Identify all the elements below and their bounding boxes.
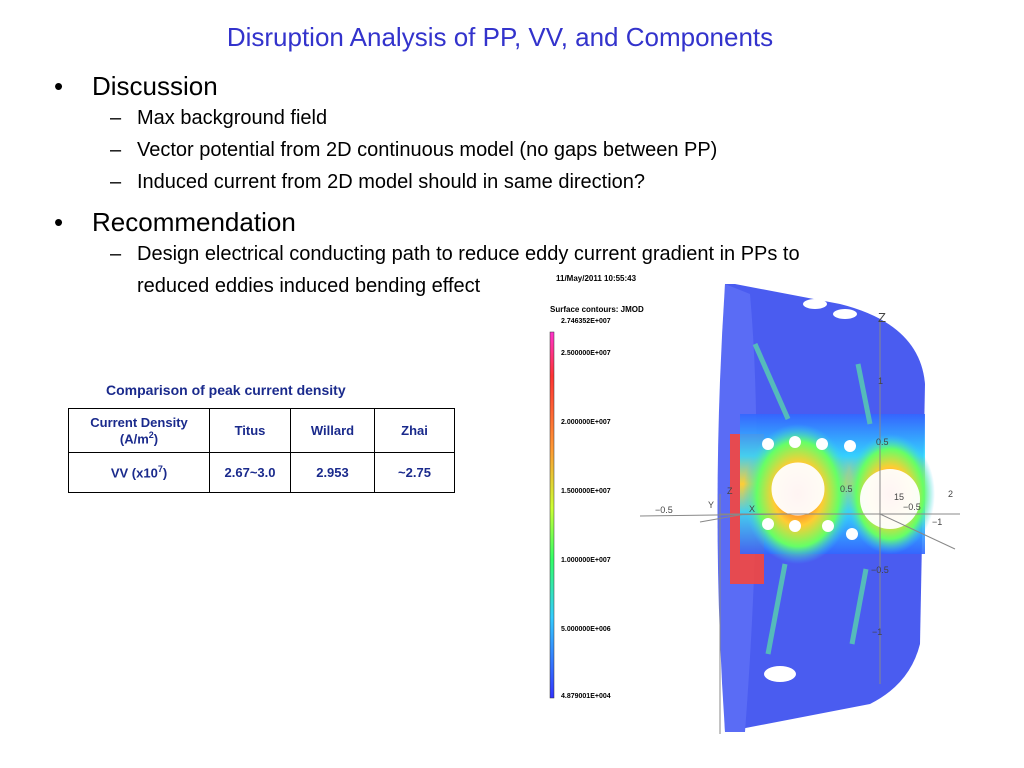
axis-tick: 2 xyxy=(948,489,954,499)
strut xyxy=(849,568,869,645)
hole xyxy=(762,518,774,530)
header-cell: Willard xyxy=(290,408,375,453)
legend-tick: 2.746352E+007 xyxy=(561,318,611,325)
sub-bullet: – Max background field xyxy=(54,102,934,134)
hole xyxy=(764,666,796,682)
dash: – xyxy=(110,171,122,193)
legend-tick: 1.500000E+007 xyxy=(561,488,611,495)
table-header-row: Current Density (A/m2) Titus Willard Zha… xyxy=(68,408,455,453)
sub-bullet-text: Vector potential from 2D continuous mode… xyxy=(137,139,718,161)
header-unit: (A/m xyxy=(119,431,149,447)
sub-bullet-continuation: reduced eddies induced bending effect xyxy=(54,270,934,302)
bullet-heading: Recommendation xyxy=(92,207,296,237)
table-caption: Comparison of peak current density xyxy=(106,382,346,398)
legend-tick: 2.000000E+007 xyxy=(561,419,611,426)
axis-label-z: Z xyxy=(878,310,886,325)
table-row: VV (x107) 2.67~3.0 2.953 ~2.75 xyxy=(68,452,455,493)
axis-tick: −1 xyxy=(872,627,883,637)
legend-tick: 2.500000E+007 xyxy=(561,350,611,357)
axis-tick: −0.5 xyxy=(871,565,889,575)
header-unit-close: ) xyxy=(153,431,159,447)
axis-tick: 0.5 xyxy=(876,437,889,447)
hole xyxy=(822,520,834,532)
axis-tick: −0.5 xyxy=(655,505,673,515)
header-unit-sup: 2 xyxy=(148,429,154,440)
hole xyxy=(789,436,801,448)
bullet-recommendation: • Recommendation xyxy=(54,206,934,238)
axis-line xyxy=(699,513,746,523)
sub-bullet: – Vector potential from 2D continuous mod… xyxy=(54,134,934,166)
header-cell: Titus xyxy=(209,408,291,453)
hole xyxy=(833,309,857,319)
sub-bullet: – Design electrical conducting path to re… xyxy=(54,238,934,270)
strut xyxy=(752,342,791,421)
bullet-discussion: • Discussion xyxy=(54,70,934,102)
row-label-close: ) xyxy=(162,465,168,481)
hole xyxy=(816,438,828,450)
axis-label-z: Z xyxy=(727,486,733,496)
sub-bullet-text: Design electrical conducting path to red… xyxy=(137,243,800,265)
contour-label: Surface contours: JMOD xyxy=(550,305,644,314)
axis-tick: 15 xyxy=(894,492,905,502)
axis-tick: 1 xyxy=(878,376,884,386)
row-label-sup: 7 xyxy=(157,464,163,475)
axis-tick: −1 xyxy=(932,517,943,527)
table-cell: ~2.75 xyxy=(374,452,455,493)
legend-tick: 4.879001E+004 xyxy=(561,693,611,700)
hole xyxy=(762,438,774,450)
sub-bullet-text: Max background field xyxy=(137,107,328,129)
comparison-table: Current Density (A/m2) Titus Willard Zha… xyxy=(68,408,455,493)
figure-timestamp: 11/May/2011 10:55:43 xyxy=(556,274,637,283)
dash: – xyxy=(110,139,122,161)
table-cell: 2.953 xyxy=(290,452,375,493)
color-bar xyxy=(549,331,555,699)
contour-plot-figure xyxy=(549,284,960,734)
axis-line xyxy=(639,513,791,517)
strut xyxy=(855,363,873,425)
slide-title: Disruption Analysis of PP, VV, and Compo… xyxy=(226,22,774,52)
sub-bullet: – Induced current from 2D model should in… xyxy=(54,166,934,198)
hole xyxy=(844,440,856,452)
bullet-heading: Discussion xyxy=(92,71,218,101)
row-label: VV (x10 xyxy=(110,465,158,481)
dash: – xyxy=(110,107,122,129)
table-cell: VV (x107) xyxy=(68,452,210,493)
sub-bullet-text: reduced eddies induced bending effect xyxy=(137,275,481,297)
dash: – xyxy=(110,243,122,265)
axis-label-y: Y xyxy=(708,500,715,510)
hole xyxy=(789,520,801,532)
sub-bullet-text: Induced current from 2D model should in … xyxy=(137,171,646,193)
header-cell: Zhai xyxy=(374,408,455,453)
axis-tick: 0.5 xyxy=(840,484,853,494)
port-hole xyxy=(771,462,825,516)
axis-label-x: X xyxy=(749,504,756,514)
table-cell: 2.67~3.0 xyxy=(209,452,291,493)
strut xyxy=(765,563,788,655)
axis-tick: −0.5 xyxy=(903,502,921,512)
header-line1: Current Density xyxy=(90,414,188,430)
header-cell: Current Density (A/m2) xyxy=(68,408,210,453)
hole xyxy=(803,299,827,309)
bullet-dot: • xyxy=(54,207,64,237)
legend-tick: 1.000000E+007 xyxy=(561,557,611,564)
bullet-list: • Discussion – Max background field – Vect… xyxy=(54,66,934,302)
hole xyxy=(846,528,858,540)
port-hole xyxy=(860,469,920,529)
bullet-dot: • xyxy=(54,71,64,101)
axis-line xyxy=(879,513,956,550)
header-line2: (A/m2) xyxy=(69,430,209,446)
legend-tick: 5.000000E+006 xyxy=(561,626,611,633)
